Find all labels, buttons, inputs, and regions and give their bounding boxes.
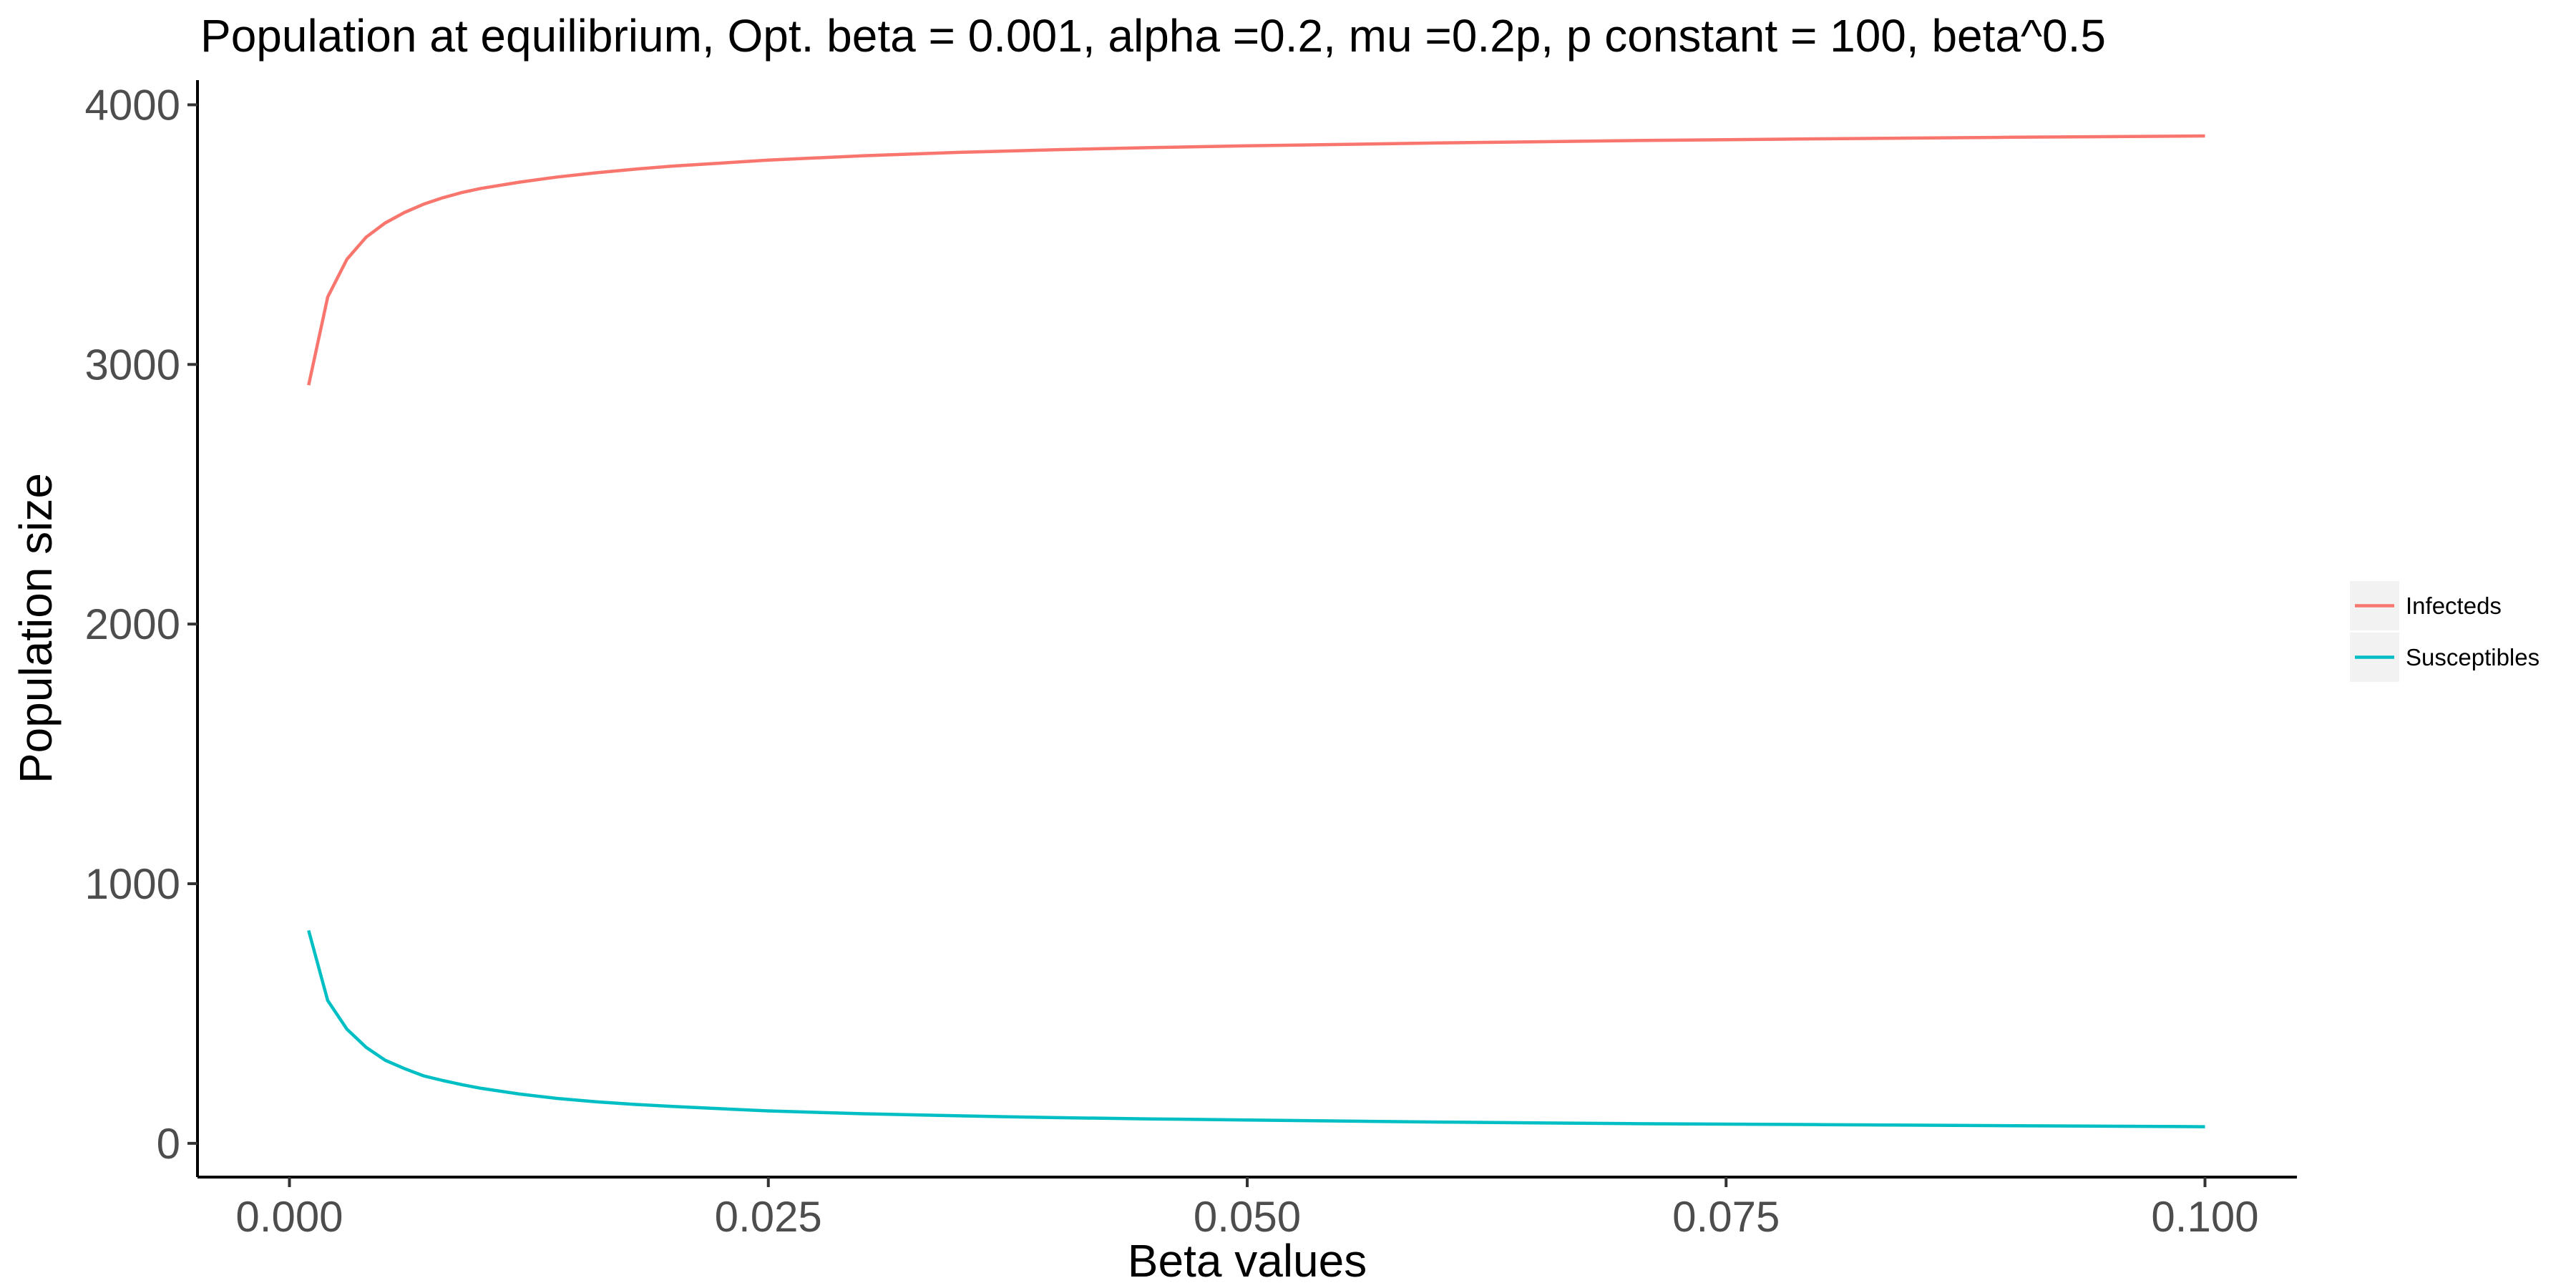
series-line-susceptibles	[307, 930, 2205, 1128]
chart-title: Population at equilibrium, Opt. beta = 0…	[200, 10, 2106, 62]
x-tick-label: 0.075	[1672, 1193, 1780, 1241]
y-axis-ticks: 0 1000 2000 3000 4000	[85, 81, 197, 1168]
plot-area	[307, 134, 2205, 1128]
y-tick-label: 3000	[85, 341, 180, 389]
x-tick-label: 0.100	[2151, 1193, 2258, 1241]
x-axis-title: Beta values	[1128, 1235, 1367, 1287]
y-axis-title: Population size	[10, 473, 62, 784]
legend: Infecteds Susceptibles	[2350, 581, 2540, 682]
legend-item-susceptibles: Susceptibles	[2350, 633, 2540, 682]
x-tick-label: 0.050	[1194, 1193, 1301, 1241]
y-tick-label: 1000	[85, 860, 180, 908]
x-tick-label: 0.025	[715, 1193, 822, 1241]
legend-label: Infecteds	[2406, 592, 2502, 619]
series-line-infecteds	[307, 134, 2205, 386]
y-tick-label: 0	[157, 1120, 180, 1168]
y-tick-label: 4000	[85, 81, 180, 129]
x-tick-label: 0.000	[235, 1193, 343, 1241]
legend-item-infecteds: Infecteds	[2350, 581, 2502, 630]
legend-label: Susceptibles	[2406, 644, 2540, 670]
x-axis-ticks: 0.000 0.025 0.050 0.075 0.100	[235, 1177, 2259, 1241]
y-tick-label: 2000	[85, 600, 180, 648]
